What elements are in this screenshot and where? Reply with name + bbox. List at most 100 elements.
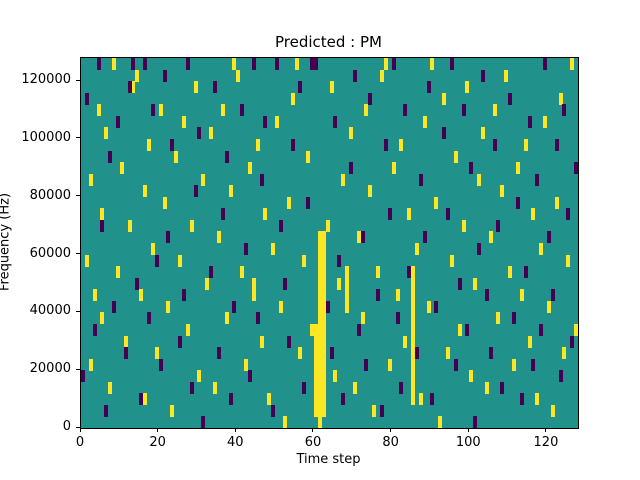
heatmap-cell-low <box>139 393 144 406</box>
heatmap-cell-high <box>368 185 373 198</box>
heatmap-cell-high <box>345 266 350 279</box>
heatmap-cell-high <box>317 300 322 313</box>
y-tick-label: 0 <box>62 419 71 434</box>
y-tick-label: 20000 <box>29 361 71 377</box>
heatmap-cell-high <box>411 266 416 279</box>
heatmap-cell-low <box>313 58 318 70</box>
heatmap-cell-low <box>81 370 85 383</box>
heatmap-cell-high <box>391 162 396 175</box>
heatmap-cell-high <box>317 312 322 325</box>
heatmap-cell-high <box>263 208 268 221</box>
heatmap-cell-high <box>376 266 381 279</box>
heatmap-cell-low <box>197 127 202 140</box>
heatmap-cell-high <box>411 393 416 406</box>
heatmap-cell-high <box>356 231 361 244</box>
y-tick-mark <box>76 195 80 197</box>
heatmap-cell-high <box>317 381 322 394</box>
heatmap-cell-high <box>162 196 167 209</box>
heatmap-cell-high <box>449 254 454 267</box>
heatmap-cell-low <box>108 150 113 163</box>
heatmap-cell-high <box>546 300 551 313</box>
y-tick-mark <box>76 137 80 139</box>
heatmap-cell-low <box>162 69 167 82</box>
heatmap-cell-high <box>313 393 318 406</box>
heatmap-cell-high <box>313 335 318 348</box>
heatmap-cell-high <box>216 231 221 244</box>
heatmap-cell-high <box>430 58 435 70</box>
heatmap-cell-low <box>368 92 373 105</box>
heatmap-cell-low <box>178 335 183 348</box>
heatmap-cell-high <box>480 127 485 140</box>
heatmap-cell-low <box>263 115 268 128</box>
heatmap-cell-low <box>480 69 485 82</box>
heatmap-cell-low <box>531 358 536 371</box>
heatmap-cell-high <box>317 266 322 279</box>
heatmap-cell-low <box>348 162 353 175</box>
heatmap-cell-low <box>92 323 97 336</box>
heatmap-cell-high <box>504 69 509 82</box>
heatmap-cell-high <box>236 69 241 82</box>
heatmap-cell-low <box>434 300 439 313</box>
heatmap-cell-high <box>403 335 408 348</box>
heatmap-cell-high <box>131 81 136 94</box>
heatmap-cell-high <box>88 173 93 186</box>
heatmap-cell-low <box>189 381 194 394</box>
heatmap-cell-low <box>158 358 163 371</box>
heatmap-cell-high <box>310 323 315 336</box>
heatmap-cell-high <box>313 381 318 394</box>
heatmap-cell-low <box>232 300 237 313</box>
x-tick-mark <box>312 428 314 432</box>
heatmap-cell-high <box>321 404 326 417</box>
heatmap-cell-low <box>240 104 245 117</box>
heatmap-cell-low <box>213 81 218 94</box>
heatmap-cell-low <box>379 404 384 417</box>
heatmap-cell-high <box>411 323 416 336</box>
heatmap-cell-low <box>201 416 206 428</box>
heatmap-cell-low <box>96 58 101 70</box>
heatmap-cell-low <box>259 173 264 186</box>
heatmap-cell-high <box>488 231 493 244</box>
heatmap-cell-high <box>313 358 318 371</box>
heatmap-cell-high <box>372 404 377 417</box>
heatmap-cell-low <box>566 208 571 221</box>
heatmap-cell-high <box>104 127 109 140</box>
heatmap-cell-high <box>411 370 416 383</box>
heatmap-cell-low <box>562 104 567 117</box>
heatmap-cell-high <box>321 289 326 302</box>
heatmap-cell-low <box>150 104 155 117</box>
heatmap-cell-high <box>523 138 528 151</box>
heatmap-cell-high <box>411 277 416 290</box>
heatmap-cell-high <box>247 162 252 175</box>
heatmap-cell-low <box>244 243 249 255</box>
heatmap-cell-high <box>387 358 392 371</box>
heatmap-cell-high <box>566 254 571 267</box>
heatmap-cell-low <box>193 185 198 198</box>
y-tick-label: 100000 <box>21 129 71 145</box>
heatmap-cell-low <box>170 138 175 151</box>
y-tick-mark <box>76 368 80 370</box>
heatmap-cell-high <box>317 254 322 267</box>
heatmap-cell-high <box>539 243 544 255</box>
heatmap-cell-high <box>178 254 183 267</box>
heatmap-cell-high <box>411 335 416 348</box>
heatmap-cell-low <box>508 92 513 105</box>
heatmap-cell-high <box>321 393 326 406</box>
heatmap-cell-low <box>329 347 334 360</box>
heatmap-cell-low <box>461 104 466 117</box>
heatmap-cell-high <box>313 323 318 336</box>
heatmap-cell-high <box>251 277 256 290</box>
heatmap-cell-high <box>333 370 338 383</box>
heatmap-cell-high <box>84 254 89 267</box>
heatmap-cell-high <box>197 370 202 383</box>
heatmap-cell-high <box>267 393 272 406</box>
heatmap-cell-high <box>321 312 326 325</box>
heatmap-cell-high <box>313 347 318 360</box>
y-tick-label: 80000 <box>29 187 71 203</box>
heatmap-cell-low <box>500 381 505 394</box>
heatmap-cell-high <box>232 58 237 70</box>
y-tick-mark <box>76 253 80 255</box>
heatmap-cell-low <box>574 162 578 175</box>
heatmap-cell-high <box>317 358 322 371</box>
heatmap-cell-low <box>131 58 136 70</box>
